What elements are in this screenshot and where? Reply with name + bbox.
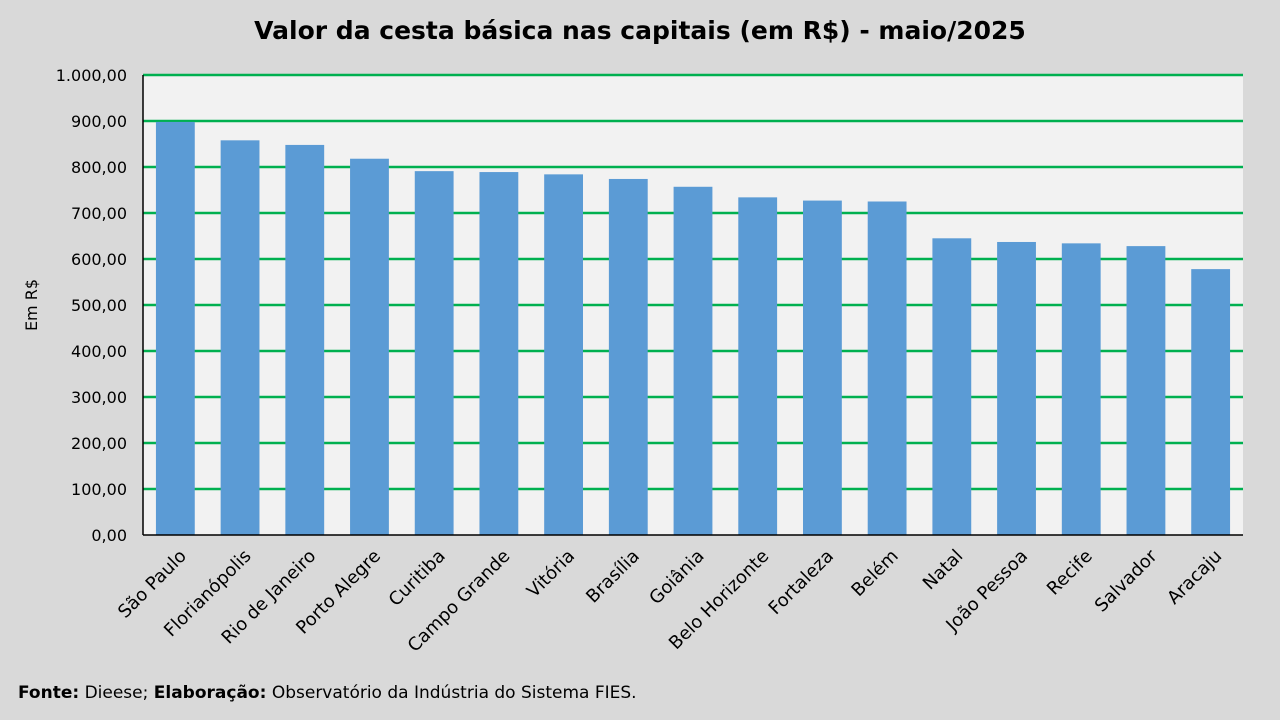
y-tick-label: 600,00 <box>71 250 127 269</box>
y-tick-label: 800,00 <box>71 158 127 177</box>
y-tick-label: 700,00 <box>71 204 127 223</box>
y-axis-label: Em R$ <box>22 279 41 331</box>
bar <box>803 200 842 535</box>
x-tick-label: Vitória <box>523 546 579 602</box>
y-tick-label: 500,00 <box>71 296 127 315</box>
y-tick-label: 100,00 <box>71 480 127 499</box>
x-tick-label: Recife <box>1043 546 1097 600</box>
bar <box>673 186 713 535</box>
y-tick-label: 0,00 <box>91 526 127 545</box>
bar <box>479 172 519 535</box>
y-tick-label: 200,00 <box>71 434 127 453</box>
bar <box>155 121 195 536</box>
bar <box>867 201 907 535</box>
source-label: Fonte: <box>18 683 80 703</box>
y-tick-label: 900,00 <box>71 112 127 131</box>
bar <box>932 238 972 536</box>
source-note: Fonte: Dieese; Elaboração: Observatório … <box>18 683 637 703</box>
x-tick-label: Belém <box>847 546 902 601</box>
bar <box>608 178 648 535</box>
x-tick-label: Curitiba <box>385 546 450 611</box>
bar <box>997 241 1036 536</box>
x-tick-label: Aracaju <box>1163 546 1226 609</box>
bar <box>1191 269 1231 535</box>
y-tick-label: 300,00 <box>71 388 127 407</box>
bar <box>285 144 325 536</box>
chart-title: Valor da cesta básica nas capitais (em R… <box>254 16 1026 45</box>
x-tick-label: Goiânia <box>645 546 708 609</box>
bar <box>414 171 454 535</box>
bar <box>350 158 389 535</box>
source-text: Dieese; <box>79 683 154 703</box>
y-tick-label: 400,00 <box>71 342 127 361</box>
x-tick-label: Salvador <box>1091 545 1162 616</box>
bar <box>544 174 583 536</box>
bar <box>1061 243 1101 536</box>
bar <box>738 197 778 536</box>
x-tick-label: Fortaleza <box>765 546 838 619</box>
elaboration-label: Elaboração: <box>153 683 267 703</box>
x-tick-label: Natal <box>919 546 968 595</box>
x-tick-label: Brasília <box>582 546 644 608</box>
elaboration-text: Observatório da Indústria do Sistema FIE… <box>266 683 637 703</box>
bar <box>1126 246 1166 535</box>
bar <box>220 140 260 535</box>
y-tick-label: 1.000,00 <box>56 66 127 85</box>
